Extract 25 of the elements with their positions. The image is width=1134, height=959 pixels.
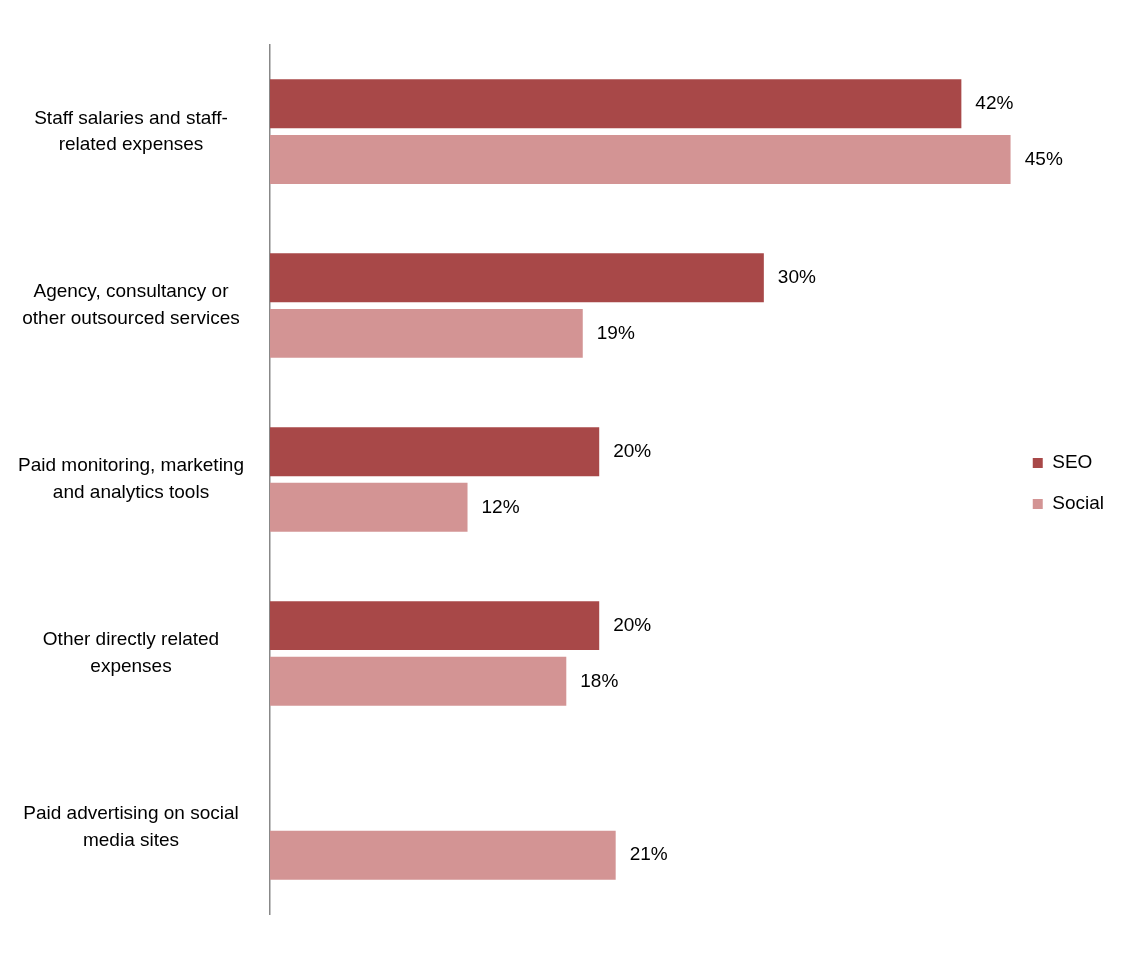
legend-label: SEO <box>1052 451 1093 473</box>
bar <box>270 656 567 706</box>
data-label: 12% <box>481 495 520 517</box>
y-tick-label: Agency, consultancy or other outsourced services <box>22 280 240 329</box>
data-label: 21% <box>629 843 668 865</box>
legend-label: Social <box>1052 492 1104 514</box>
data-label: 42% <box>975 91 1014 113</box>
y-tick-label: Paid monitoring, marketing and analytics tools <box>18 454 244 503</box>
data-label: 45% <box>1024 147 1063 169</box>
data-label: 19% <box>596 321 635 343</box>
bar <box>270 308 583 358</box>
bar <box>270 79 962 129</box>
bar <box>270 601 600 651</box>
data-label: 30% <box>777 265 816 287</box>
bar <box>270 253 764 303</box>
data-label: 20% <box>613 613 652 635</box>
data-label: 20% <box>613 439 652 461</box>
y-tick-label: Paid advertising on social media sites <box>23 802 239 850</box>
bar <box>270 830 616 880</box>
bar <box>270 134 1011 184</box>
bar <box>270 427 600 477</box>
y-tick-label: Other directly related expenses <box>42 628 220 676</box>
bar <box>270 482 468 532</box>
y-tick-label: Staff salaries and staff-related expenses <box>34 106 228 155</box>
data-label: 18% <box>580 669 619 691</box>
